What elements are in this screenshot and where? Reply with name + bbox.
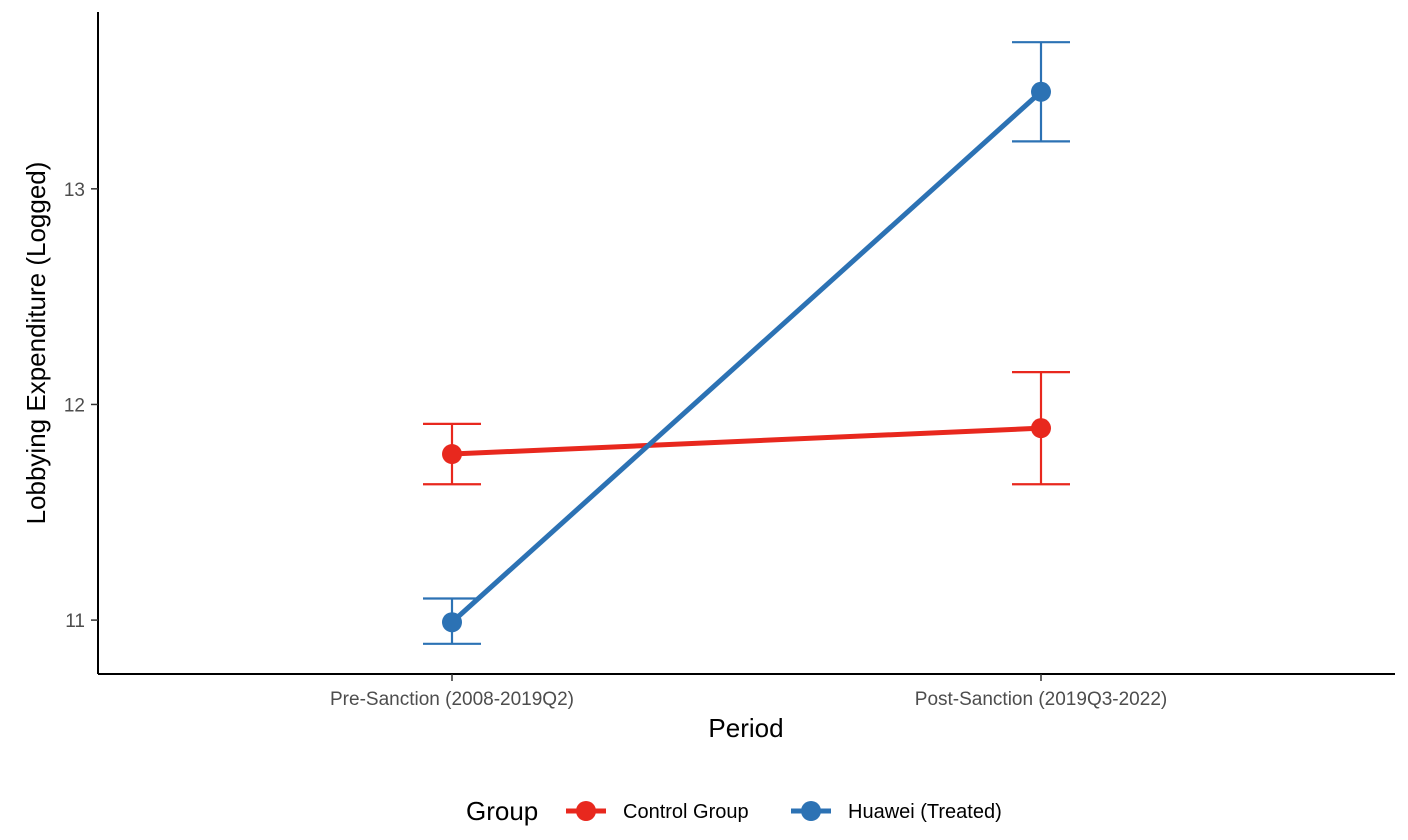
legend: Group Control Group Huawei (Treated) [466,796,1002,826]
data-point-treated [1031,81,1051,102]
legend-item-treated: Huawei (Treated) [791,801,1002,823]
y-axis: 11 12 13 [64,12,99,674]
x-axis: Pre-Sanction (2008-2019Q2) Post-Sanction … [98,673,1395,710]
x-tick-label: Pre-Sanction (2008-2019Q2) [330,689,574,710]
y-tick-label: 12 [64,395,85,416]
legend-item-control: Control Group [566,801,749,823]
y-tick-label: 13 [64,180,85,201]
legend-title: Group [466,796,538,826]
data-point-treated [442,612,462,633]
plot-area [423,41,1070,645]
x-tick-label: Post-Sanction (2019Q3-2022) [915,689,1167,710]
y-axis-title: Lobbying Expenditure (Logged) [21,162,51,525]
legend-label: Control Group [623,801,749,823]
y-tick-label: 11 [65,611,85,632]
legend-key-point [576,801,596,821]
error-bars-control [423,371,1070,486]
legend-key-point [801,801,821,821]
x-axis-title: Period [708,713,783,743]
legend-label: Huawei (Treated) [848,801,1002,823]
error-bars-treated [423,41,1070,645]
series-line-treated [450,89,1043,625]
data-point-control [1031,418,1051,439]
series-line-control [451,425,1042,457]
data-point-control [442,444,462,465]
